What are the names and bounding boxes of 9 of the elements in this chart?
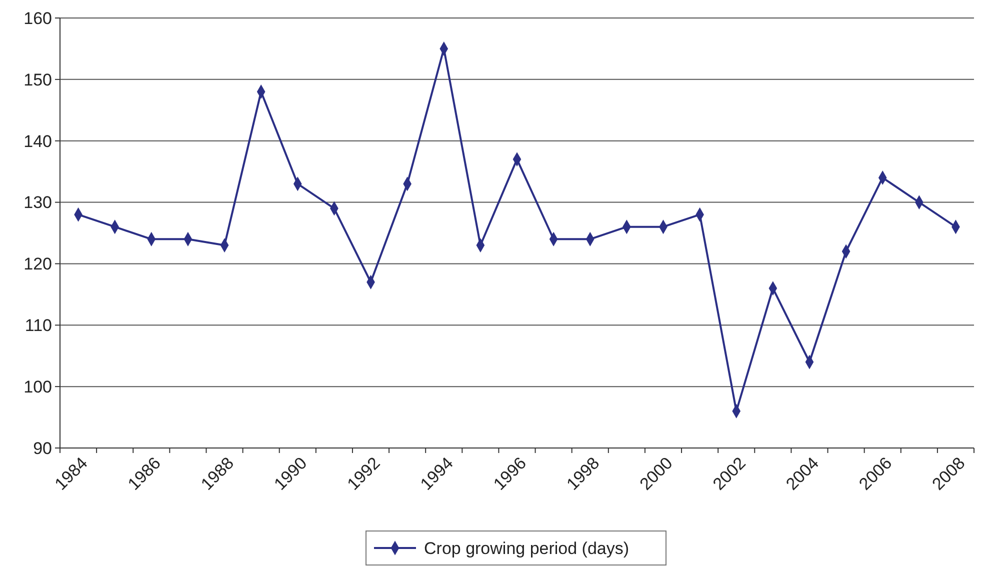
y-tick-label: 140 (24, 132, 52, 151)
y-tick-label: 150 (24, 70, 52, 90)
y-tick-label: 90 (33, 438, 52, 458)
legend-label: Crop growing period (days) (424, 538, 630, 558)
y-tick-label: 120 (24, 254, 52, 274)
y-tick-label: 160 (24, 8, 52, 28)
y-tick-label: 130 (24, 193, 52, 212)
y-tick-label: 110 (24, 316, 52, 336)
y-tick-label: 100 (24, 378, 52, 397)
